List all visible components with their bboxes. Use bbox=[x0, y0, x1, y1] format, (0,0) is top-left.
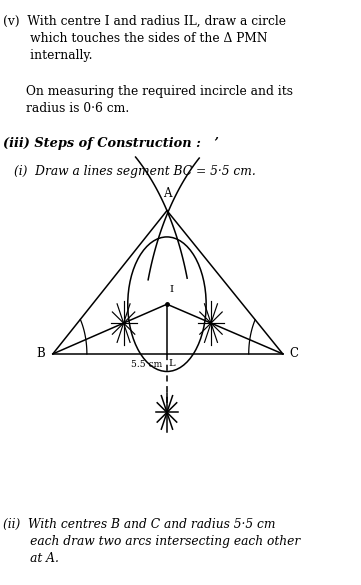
Text: (i)  Draw a lines segment BC = 5·5 cm.: (i) Draw a lines segment BC = 5·5 cm. bbox=[14, 165, 255, 178]
Text: (v)  With centre I and radius IL, draw a circle
       which touches the sides o: (v) With centre I and radius IL, draw a … bbox=[3, 15, 286, 61]
Text: (iii) Steps of Construction :   ’: (iii) Steps of Construction : ’ bbox=[3, 137, 219, 150]
Text: B: B bbox=[36, 347, 45, 360]
Text: (ii)  With centres B and C and radius 5·5 cm
       each draw two arcs intersect: (ii) With centres B and C and radius 5·5… bbox=[3, 518, 301, 565]
Text: L: L bbox=[169, 359, 175, 367]
Text: A: A bbox=[163, 187, 171, 200]
Text: 5.5 cm: 5.5 cm bbox=[131, 360, 162, 369]
Text: On measuring the required incircle and its
radius is 0·6 cm.: On measuring the required incircle and i… bbox=[26, 85, 292, 115]
Text: I: I bbox=[170, 285, 174, 294]
Text: C: C bbox=[289, 347, 298, 360]
